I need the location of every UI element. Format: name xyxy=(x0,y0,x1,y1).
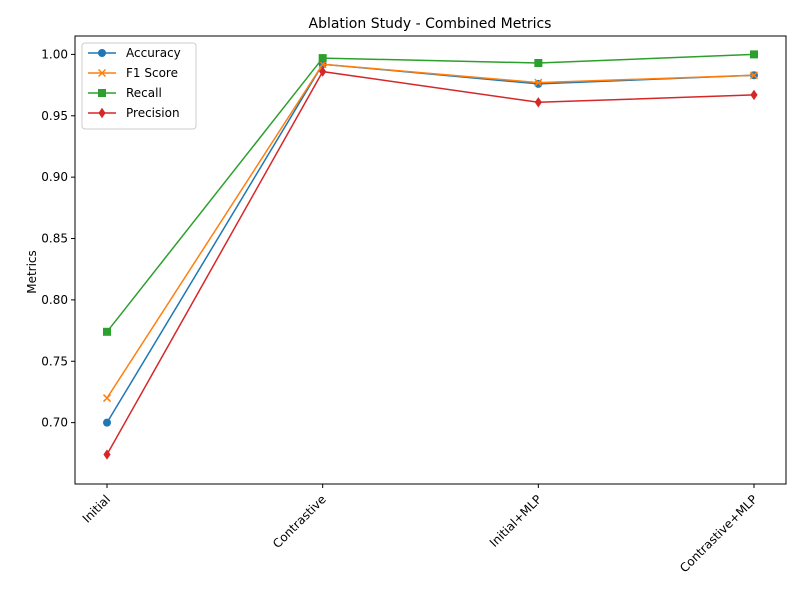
data-point xyxy=(98,107,106,119)
plot-frame xyxy=(74,35,787,485)
data-point xyxy=(103,327,111,336)
legend-label: Accuracy xyxy=(126,46,181,60)
data-point-stroke xyxy=(102,394,112,403)
data-point xyxy=(98,89,106,97)
series-line xyxy=(106,70,755,455)
legend-frame xyxy=(81,42,197,130)
legend: Accuracy F1 Score Recall Precision xyxy=(81,42,197,130)
data-point xyxy=(534,78,543,87)
legend-label: Recall xyxy=(126,86,162,100)
data-point xyxy=(750,89,758,101)
y-tick-label: 0.85 xyxy=(41,232,68,246)
chart-title: Ablation Study - Combined Metrics xyxy=(309,16,552,32)
data-point xyxy=(750,50,758,59)
data-point xyxy=(103,418,111,427)
legend-entry: Accuracy xyxy=(88,46,181,60)
y-tick-label: 1.00 xyxy=(41,47,68,61)
data-point xyxy=(97,68,107,78)
legend-entry: Precision xyxy=(88,106,180,120)
data-point-stroke xyxy=(749,71,759,80)
legend-entry: Recall xyxy=(88,86,162,100)
data-point xyxy=(534,79,543,88)
series-line xyxy=(106,63,755,399)
data-point-stroke xyxy=(97,68,107,78)
data-point-stroke xyxy=(534,78,543,87)
data-point xyxy=(534,59,543,68)
series-line xyxy=(106,53,755,333)
legend-label: F1 Score xyxy=(126,66,178,80)
y-tick-label: 0.75 xyxy=(41,354,68,368)
data-point xyxy=(103,449,111,460)
data-point xyxy=(319,66,327,77)
data-point xyxy=(534,97,542,108)
y-tick-label: 0.95 xyxy=(41,109,68,123)
data-point xyxy=(102,394,112,403)
data-point xyxy=(98,49,106,57)
y-tick-label: 0.90 xyxy=(41,170,68,184)
legend-label: Precision xyxy=(126,106,180,120)
legend-entry: F1 Score xyxy=(88,66,178,80)
y-tick-label: 0.80 xyxy=(41,293,68,307)
data-point xyxy=(749,71,759,80)
data-point xyxy=(318,54,327,63)
y-axis-label: Metrics xyxy=(25,250,39,294)
y-tick-label: 0.70 xyxy=(41,416,68,430)
